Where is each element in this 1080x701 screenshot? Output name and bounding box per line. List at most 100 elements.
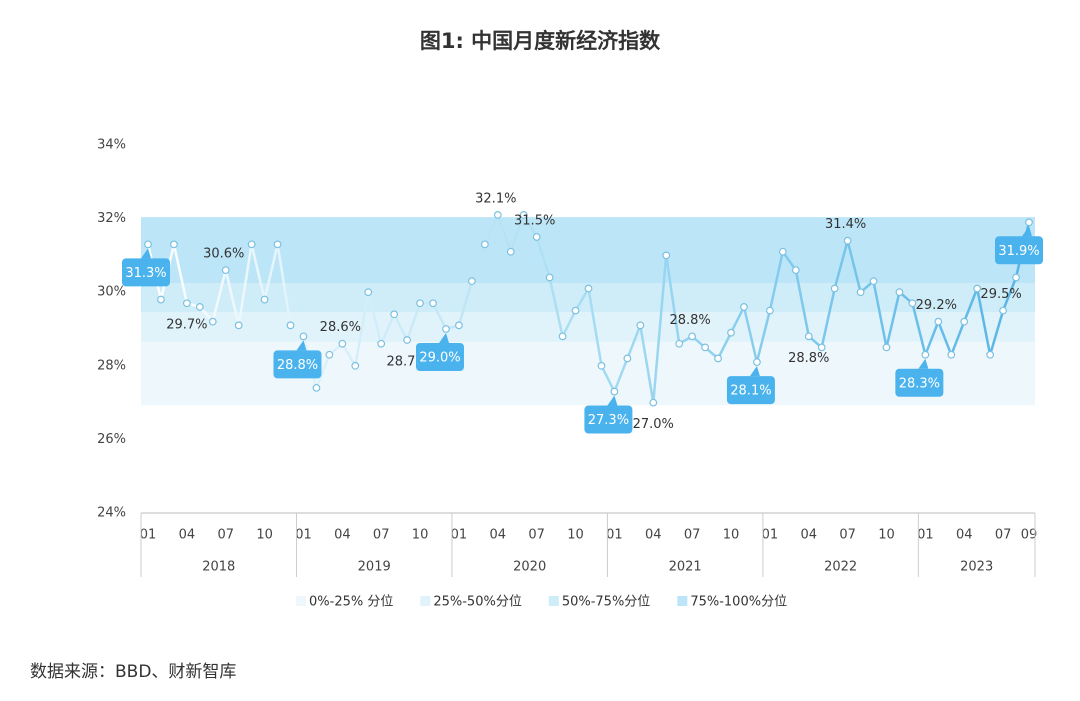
y-tick-label: 28% xyxy=(97,358,126,373)
year-label: 2019 xyxy=(358,560,391,575)
callout-box xyxy=(726,376,775,405)
x-tick-label: 01 xyxy=(917,528,934,543)
data-point xyxy=(895,288,904,297)
callout-label: 28.3% xyxy=(899,376,940,391)
data-point xyxy=(714,354,722,363)
data-point xyxy=(545,273,554,282)
callout-box xyxy=(273,350,322,379)
data-point xyxy=(688,332,697,341)
callout-label: 29.0% xyxy=(419,351,460,366)
data-label: 29.5% xyxy=(980,287,1021,302)
data-point xyxy=(791,266,800,275)
data-point xyxy=(584,284,593,293)
data-label: 31.4% xyxy=(825,217,866,232)
year-label: 2018 xyxy=(202,560,235,575)
x-tick-label: 07 xyxy=(839,528,856,543)
data-point xyxy=(221,266,230,275)
data-point xyxy=(170,240,178,249)
data-point xyxy=(455,321,463,330)
data-point xyxy=(727,328,735,337)
data-point xyxy=(960,317,969,326)
year-label: 2022 xyxy=(824,560,857,575)
callout-box xyxy=(415,343,464,371)
x-tick-label: 10 xyxy=(878,528,895,543)
data-point xyxy=(144,240,152,249)
data-point xyxy=(532,233,541,241)
legend-swatch xyxy=(677,596,688,606)
y-tick-label: 34% xyxy=(97,138,126,153)
data-point xyxy=(636,321,645,330)
data-point xyxy=(519,211,528,219)
data-point xyxy=(908,299,917,308)
x-tick-label: 04 xyxy=(645,528,662,543)
callout-pointer xyxy=(607,395,618,406)
quantile-band xyxy=(141,312,1035,342)
callout-pointer xyxy=(141,248,151,259)
data-point xyxy=(649,398,658,407)
x-tick-label: 01 xyxy=(140,528,157,543)
callout-label: 28.1% xyxy=(730,384,771,399)
data-point xyxy=(843,236,852,245)
x-tick-label: 01 xyxy=(295,528,312,543)
data-point xyxy=(934,317,943,326)
x-tick-label: 01 xyxy=(451,528,468,543)
data-point xyxy=(973,284,982,293)
legend-label: 50%-75%分位 xyxy=(562,595,650,610)
legend-swatch xyxy=(548,596,559,606)
data-point xyxy=(947,350,956,359)
data-point xyxy=(338,339,347,348)
data-point xyxy=(921,350,930,359)
data-point xyxy=(247,240,256,249)
x-tick-label: 01 xyxy=(762,528,779,543)
callout-box xyxy=(995,236,1043,265)
data-point xyxy=(999,306,1007,315)
x-tick-label: 09 xyxy=(1021,528,1038,543)
data-point xyxy=(856,288,865,297)
data-point xyxy=(1025,218,1033,227)
x-tick-label: 10 xyxy=(412,528,429,543)
x-tick-label: 04 xyxy=(179,528,196,543)
x-tick-label: 01 xyxy=(606,528,623,543)
y-tick-label: 30% xyxy=(97,285,126,300)
callout-box xyxy=(122,258,170,287)
data-label: 29.2% xyxy=(916,298,957,313)
x-tick-label: 07 xyxy=(373,528,390,543)
data-point xyxy=(273,240,282,249)
x-tick-label: 07 xyxy=(217,528,234,543)
data-point xyxy=(260,295,269,304)
callout-box xyxy=(584,405,633,434)
x-tick-label: 04 xyxy=(800,528,817,543)
data-point xyxy=(1012,273,1020,282)
callout-label: 31.3% xyxy=(125,266,166,281)
callout-label: 27.3% xyxy=(588,413,629,428)
data-label: 29.7% xyxy=(166,318,207,333)
chart-title: 图1: 中国月度新经济指数 xyxy=(420,29,661,53)
x-tick-label: 07 xyxy=(995,528,1012,543)
callout-pointer xyxy=(749,366,760,377)
data-label: 28.6% xyxy=(320,320,361,335)
data-point xyxy=(882,343,891,352)
data-point xyxy=(195,303,204,311)
data-label: 31.5% xyxy=(514,214,555,229)
data-point xyxy=(480,240,489,249)
data-point xyxy=(364,288,373,297)
data-point xyxy=(416,299,424,308)
data-label: 28.8% xyxy=(669,313,710,328)
data-point xyxy=(701,343,710,352)
y-tick-label: 26% xyxy=(97,432,126,447)
x-tick-label: 10 xyxy=(567,528,584,543)
data-point xyxy=(610,387,619,396)
data-point xyxy=(182,299,191,308)
legend-label: 0%-25% 分位 xyxy=(309,595,393,610)
data-point xyxy=(558,332,567,341)
x-tick-label: 07 xyxy=(684,528,701,543)
data-point xyxy=(429,299,437,308)
data-point xyxy=(869,277,878,286)
data-point xyxy=(157,295,165,304)
data-point xyxy=(753,358,761,367)
data-point xyxy=(804,332,813,341)
data-point xyxy=(299,332,308,341)
legend-swatch xyxy=(420,596,431,606)
data-point xyxy=(817,343,826,352)
callout-box xyxy=(895,368,944,397)
